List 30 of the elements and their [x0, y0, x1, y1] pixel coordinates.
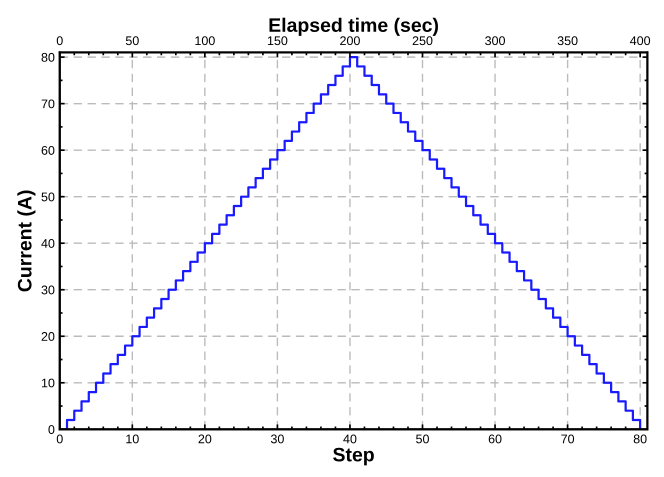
- x2-tick-label: 200: [340, 36, 360, 46]
- y-tick-label: 80: [42, 52, 54, 62]
- x2-tick-label: 100: [195, 36, 215, 46]
- x2-tick-label: 0: [56, 36, 63, 46]
- y-tick-label: 50: [41, 192, 54, 202]
- y-tick-label: 10: [42, 378, 54, 388]
- x2-axis-title: Elapsed time (sec): [270, 18, 438, 36]
- x-tick-label: 30: [270, 434, 284, 444]
- x-tick-label: 80: [634, 434, 647, 444]
- y-tick-label: 0: [48, 425, 54, 434]
- y-tick-label: 60: [42, 146, 54, 155]
- x-tick-label: 50: [416, 434, 429, 444]
- y-tick-label: 70: [42, 99, 54, 108]
- x-tick-label: 60: [488, 434, 502, 444]
- y-tick-label: 20: [42, 332, 54, 341]
- y-axis-title: Current (A): [17, 190, 36, 292]
- x2-tick-label: 250: [412, 36, 432, 46]
- x-tick-label: 0: [56, 434, 63, 444]
- x-axis-title: Step: [333, 448, 374, 466]
- x-tick-label: 40: [343, 434, 356, 444]
- x2-tick-label: 150: [268, 36, 288, 46]
- y-tick-label: 40: [41, 239, 54, 248]
- x2-tick-label: 400: [630, 36, 650, 46]
- x2-tick-label: 300: [485, 36, 505, 46]
- x2-tick-label: 50: [126, 36, 139, 46]
- x-tick-label: 20: [198, 434, 212, 444]
- y-tick-label: 30: [41, 286, 54, 294]
- x2-tick-label: 350: [558, 36, 578, 46]
- x-tick-label: 10: [126, 434, 139, 444]
- x-tick-label: 70: [561, 434, 574, 444]
